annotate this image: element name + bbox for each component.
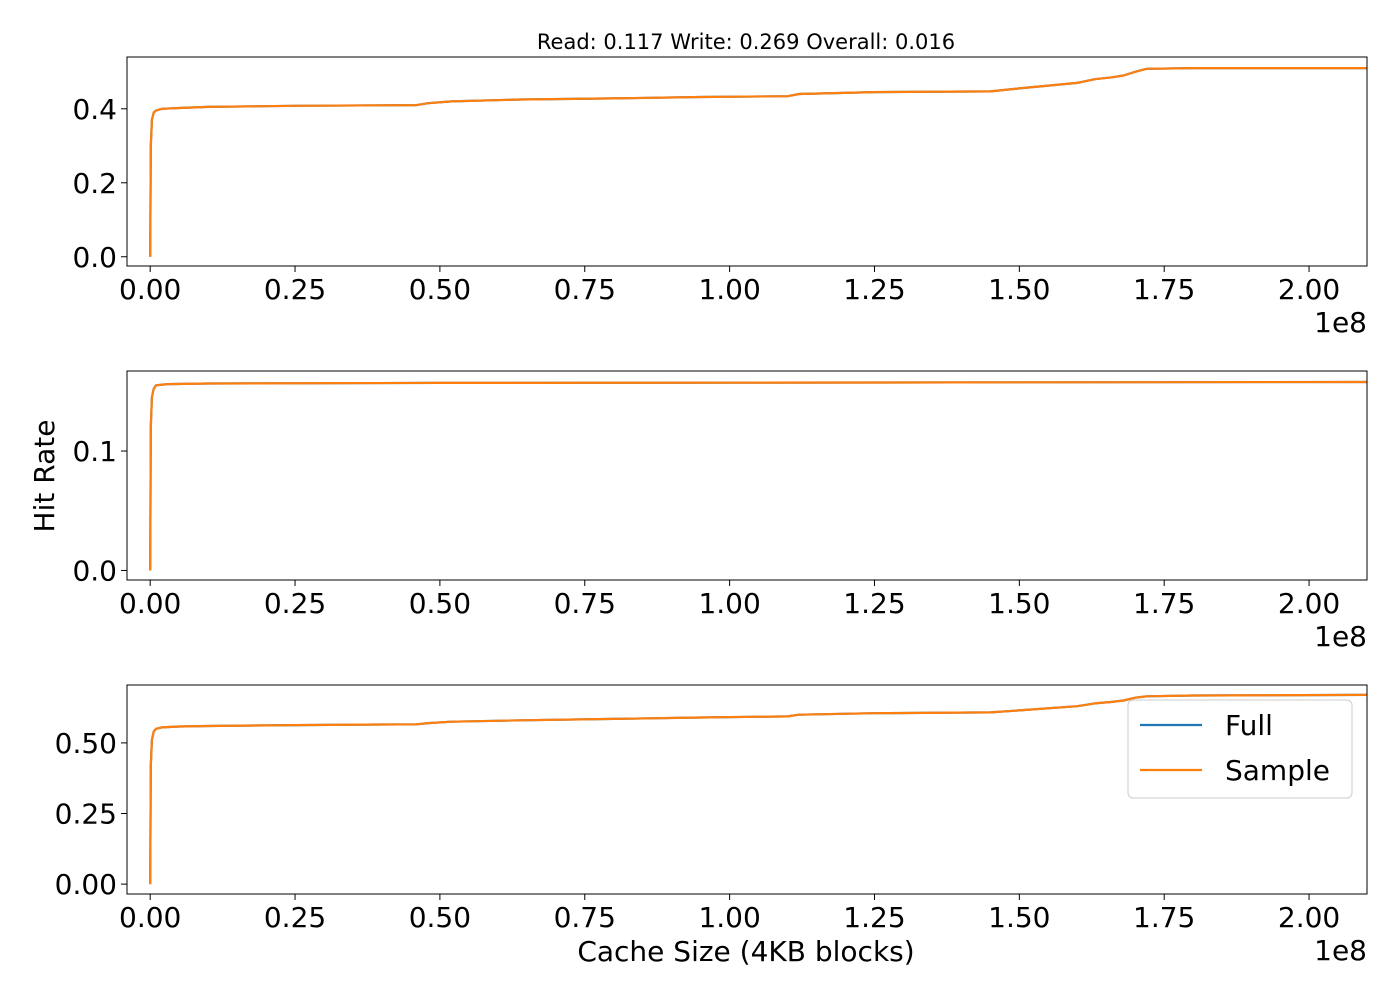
x-tick-label: 0.00 [119, 587, 181, 620]
x-axis-label: Cache Size (4KB blocks) [577, 935, 914, 968]
x-tick-label: 0.00 [119, 273, 181, 306]
subplot-1: 0.00 0.25 0.50 0.75 1.00 1.25 1.50 1.75 2.00 0.0 0… [72, 56, 1368, 339]
x-scale-label: 1e8 [1314, 306, 1367, 339]
x-tick-label: 0.25 [264, 587, 326, 620]
y-tick-label: 0.25 [55, 798, 117, 831]
y-tick-label: 0.0 [72, 241, 117, 274]
y-tick-label: 0.50 [55, 727, 117, 760]
x-tick-label: 0.25 [264, 901, 326, 934]
subplot-2: 0.00 0.25 0.50 0.75 1.00 1.25 1.50 1.75 2.00 0.0 0… [72, 370, 1368, 653]
legend-label-sample: Sample [1225, 754, 1330, 787]
y-tick-label: 0.00 [55, 868, 117, 901]
x-tick-label: 1.75 [1133, 901, 1195, 934]
x-tick-label: 0.50 [409, 587, 471, 620]
x-tick-label: 1.50 [988, 587, 1050, 620]
y-axis-label: Hit Rate [28, 420, 61, 533]
x-tick-label: 2.00 [1278, 901, 1340, 934]
x-tick-label: 1.00 [698, 901, 760, 934]
x-tick-label: 1.00 [698, 587, 760, 620]
series-lines [149, 380, 1367, 571]
x-tick-label: 0.00 [119, 901, 181, 934]
x-tick-label: 0.75 [554, 901, 616, 934]
subplots: 0.00 0.25 0.50 0.75 1.00 1.25 1.50 1.75 2.000.00… [55, 56, 1368, 967]
x-tick-label: 1.25 [843, 901, 905, 934]
chart-title: Read: 0.117 Write: 0.269 Overall: 0.016 [537, 30, 955, 54]
series-line-full [149, 380, 1367, 571]
series-lines [149, 66, 1367, 257]
y-tick-label: 0.1 [72, 435, 117, 468]
x-tick-label: 0.75 [554, 587, 616, 620]
axes-frame [126, 56, 1368, 267]
series-line-sample [149, 693, 1367, 885]
series-lines [149, 693, 1367, 885]
legend-label-full: Full [1225, 709, 1273, 742]
x-tick-label: 2.00 [1278, 273, 1340, 306]
axes-frame [126, 684, 1368, 895]
x-tick-label: 1.50 [988, 901, 1050, 934]
axes-frame [126, 370, 1368, 581]
x-tick-label: 0.50 [409, 901, 471, 934]
x-tick-label: 1.25 [843, 273, 905, 306]
x-tick-label: 2.00 [1278, 587, 1340, 620]
y-tick-label: 0.4 [72, 93, 117, 126]
x-tick-label: 1.75 [1133, 587, 1195, 620]
x-tick-label: 1.25 [843, 587, 905, 620]
x-scale-label: 1e8 [1314, 934, 1367, 967]
subplot-3: 0.00 0.25 0.50 0.75 1.00 1.25 1.50 1.75 2.00 0.00… [55, 684, 1368, 967]
x-tick-label: 1.50 [988, 273, 1050, 306]
x-tick-label: 1.00 [698, 273, 760, 306]
series-line-sample [149, 380, 1367, 571]
x-scale-label: 1e8 [1314, 620, 1367, 653]
x-tick-label: 0.25 [264, 273, 326, 306]
y-tick-label: 0.2 [72, 167, 117, 200]
x-tick-label: 0.75 [554, 273, 616, 306]
y-tick-label: 0.0 [72, 554, 117, 587]
x-tick-label: 0.50 [409, 273, 471, 306]
legend: Full Sample [1127, 699, 1353, 799]
x-tick-label: 1.75 [1133, 273, 1195, 306]
series-line-sample [149, 66, 1367, 257]
